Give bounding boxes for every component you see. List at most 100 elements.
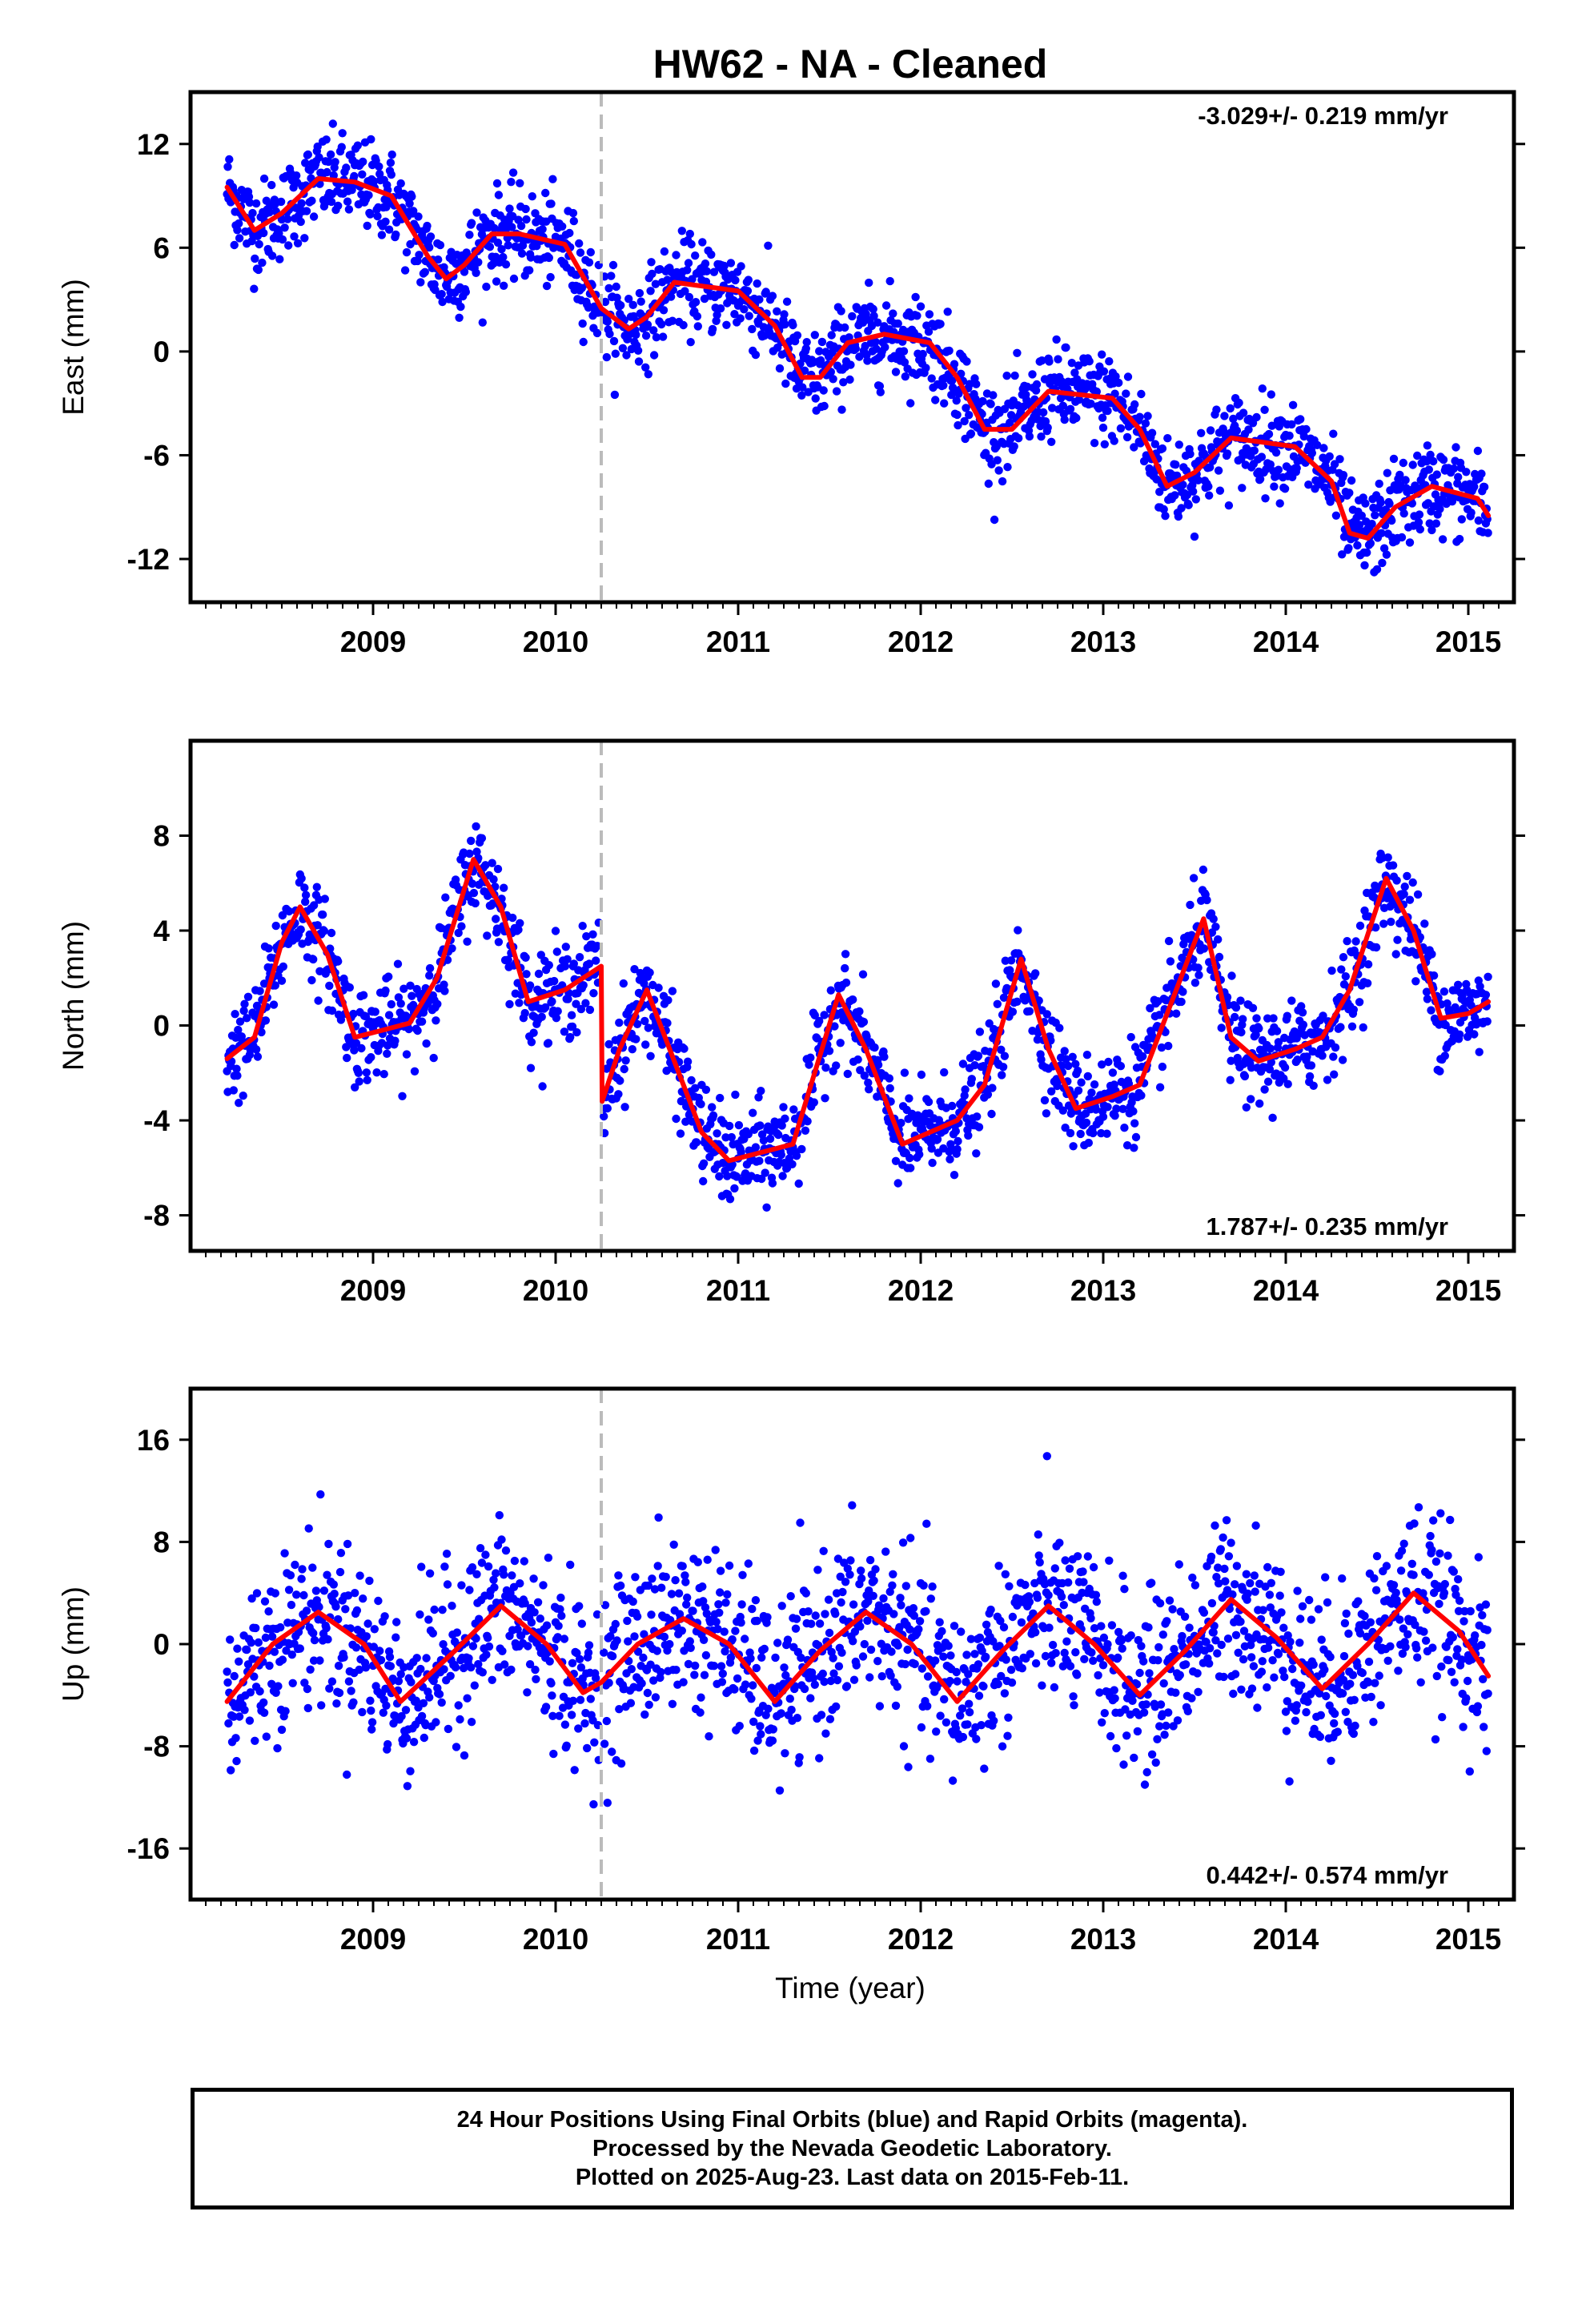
north-data-point [751, 1143, 761, 1152]
up-data-point [824, 1595, 833, 1604]
east-data-point [1355, 521, 1364, 529]
north-data-point [300, 883, 309, 892]
east-data-point [768, 292, 777, 300]
east-data-point [827, 331, 836, 340]
up-data-point [668, 1699, 677, 1708]
up-data-point [334, 1661, 343, 1671]
east-data-point [490, 223, 499, 233]
north-data-point [1269, 1014, 1278, 1023]
up-data-point [1099, 1633, 1109, 1642]
east-data-point [815, 347, 824, 356]
east-data-point [900, 358, 909, 367]
up-data-point [810, 1680, 819, 1689]
east-data-point [1010, 442, 1018, 451]
east-data-point [1401, 476, 1410, 485]
north-data-point [463, 937, 472, 947]
north-data-point [550, 976, 559, 986]
east-data-point [952, 396, 961, 405]
north-data-point [1112, 1104, 1121, 1113]
north-data-point [821, 1063, 830, 1072]
up-data-point [1050, 1683, 1059, 1692]
east-data-point [525, 266, 534, 275]
north-data-point [578, 922, 587, 931]
up-data-point [901, 1582, 911, 1590]
east-data-point [643, 320, 652, 329]
east-data-point [751, 350, 761, 360]
north-data-point [998, 1063, 1008, 1072]
up-data-point [832, 1702, 841, 1711]
north-data-point [1387, 917, 1395, 927]
north-data-point [1427, 950, 1436, 959]
east-data-point [707, 250, 716, 259]
north-points [223, 822, 1492, 1212]
up-data-point [690, 1671, 699, 1679]
east-data-point [366, 210, 375, 219]
east-data-point [1287, 420, 1296, 429]
up-data-point [484, 1562, 493, 1571]
north-data-point [1231, 1012, 1239, 1022]
up-data-point [800, 1684, 809, 1694]
north-data-point [1077, 1078, 1086, 1087]
up-data-point [375, 1647, 384, 1655]
east-data-point [250, 284, 259, 293]
up-data-point [849, 1637, 857, 1646]
up-data-point [267, 1679, 276, 1688]
up-data-point [586, 1695, 595, 1703]
east-data-point [713, 311, 721, 320]
up-data-point [1079, 1578, 1088, 1586]
north-data-point [494, 938, 504, 947]
up-data-point [464, 1654, 473, 1663]
north-data-point [572, 999, 580, 1008]
up-data-point [365, 1576, 374, 1586]
east-data-point [1413, 451, 1422, 460]
north-data-point [371, 1007, 379, 1016]
east-data-point [801, 344, 810, 353]
up-data-point [235, 1657, 243, 1666]
east-data-point [267, 180, 276, 190]
east-data-point [659, 306, 669, 315]
north-data-point [1062, 1055, 1070, 1063]
north-data-point [1255, 1024, 1263, 1033]
north-data-point [1102, 1129, 1111, 1138]
up-data-point [917, 1664, 927, 1673]
east-data-point [1462, 468, 1471, 476]
east-data-point [1389, 454, 1399, 464]
chart-title: HW62 - NA - Cleaned [653, 42, 1048, 86]
east-data-point [641, 363, 650, 372]
up-data-point [299, 1590, 308, 1600]
east-data-point [647, 258, 656, 267]
east-data-point [1285, 431, 1294, 440]
up-data-point [813, 1566, 822, 1574]
north-data-point [488, 858, 496, 867]
east-data-point [1206, 463, 1215, 472]
up-data-point [931, 1656, 940, 1665]
up-data-point [650, 1585, 660, 1594]
east-data-point [381, 217, 390, 226]
north-data-point [974, 1123, 984, 1132]
north-data-point [906, 1164, 915, 1172]
east-data-point [962, 404, 970, 412]
north-data-point [465, 849, 474, 858]
up-data-point [281, 1707, 290, 1715]
up-data-point [1175, 1671, 1185, 1679]
up-data-point [1147, 1578, 1156, 1587]
north-data-point [759, 1136, 769, 1145]
up-data-point [848, 1501, 857, 1510]
north-data-point [568, 1022, 577, 1031]
north-data-point [777, 1150, 785, 1160]
up-data-point [1094, 1671, 1102, 1680]
north-data-point [620, 1103, 629, 1112]
up-data-point [1170, 1645, 1178, 1654]
east-data-point [931, 396, 940, 404]
up-data-point [608, 1651, 617, 1661]
north-data-point [277, 976, 287, 985]
east-data-point [1194, 476, 1203, 485]
up-data-point [1061, 1556, 1070, 1565]
north-data-point [233, 1072, 242, 1080]
east-data-point [284, 241, 293, 250]
up-data-point [681, 1571, 689, 1580]
up-data-point [696, 1708, 705, 1717]
north-data-point [307, 975, 316, 985]
up-data-point [712, 1618, 721, 1626]
